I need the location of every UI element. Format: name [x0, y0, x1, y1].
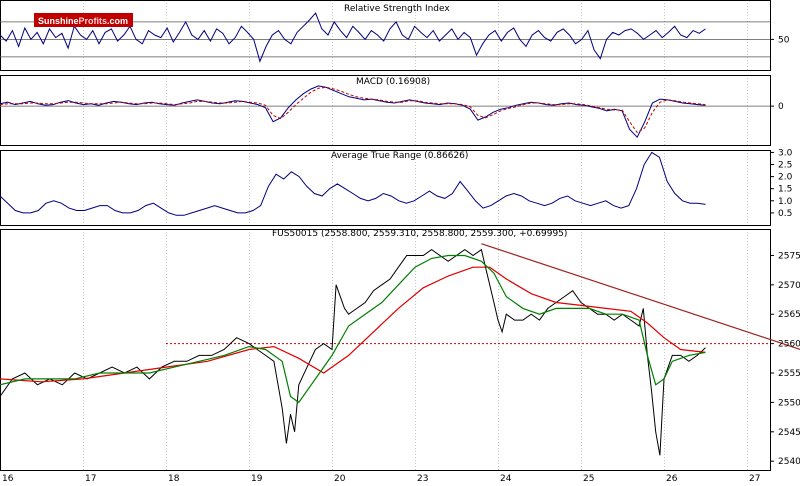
rsi-title: Relative Strength Index	[344, 4, 450, 14]
macd-title: MACD (0.16908)	[356, 77, 430, 87]
y-tick-label: 2555	[778, 369, 800, 379]
panel-frame-3	[0, 229, 771, 471]
logo-part-sunshine: Sunshine	[38, 16, 79, 26]
rsi-line	[0, 12, 706, 63]
y-tick-label: 2540	[778, 457, 800, 467]
price-title: FUS50015 (2558.800, 2559.310, 2558.800, …	[272, 229, 567, 239]
date-label: 16	[2, 474, 14, 484]
y-tick-label: 3.0	[778, 148, 793, 158]
date-label: 18	[168, 474, 180, 484]
y-tick-label: 2575	[778, 251, 800, 261]
y-tick-label: 2550	[778, 398, 800, 408]
macd-signal-line	[0, 86, 706, 134]
logo-part-profits: Profits	[79, 16, 108, 26]
logo-background	[34, 13, 133, 27]
y-tick-label: 50	[778, 35, 790, 45]
date-label: 20	[334, 474, 346, 484]
y-tick-label: 2565	[778, 310, 800, 320]
y-tick-label: 2.0	[778, 173, 793, 183]
logo-part-com: .com	[107, 16, 128, 26]
x-axis: 16 17 18 19 20 23 24 25 26 27	[2, 474, 760, 484]
y-tick-label: 1.0	[778, 197, 793, 207]
date-label: 26	[666, 474, 678, 484]
y-tick-label: 2545	[778, 428, 800, 438]
svg-text:SunshineProfits.com: SunshineProfits.com	[38, 16, 128, 26]
y-tick-label: 2570	[778, 281, 800, 291]
date-label: 23	[417, 474, 428, 484]
declining-trendline	[481, 243, 800, 351]
chart-panels	[0, 0, 800, 471]
fast-moving-average	[0, 254, 706, 404]
atr-title: Average True Range (0.86626)	[331, 151, 468, 161]
panel-frame-1	[0, 75, 771, 146]
y-tick-label: 0.5	[778, 209, 792, 219]
price-line	[0, 248, 706, 456]
date-label: 24	[500, 474, 512, 484]
date-label: 25	[583, 474, 594, 484]
date-label: 19	[251, 474, 263, 484]
y-tick-label: 0	[778, 102, 784, 112]
y-axes: 50 0 0.5 1.0 1.5 2.0 2.5 3.0 2540 2545 2550 2555 256…	[770, 35, 800, 467]
macd-line	[0, 85, 706, 139]
date-label: 27	[749, 474, 760, 484]
y-tick-label: 1.5	[778, 185, 792, 195]
atr-line	[0, 151, 706, 216]
slow-moving-average	[0, 266, 706, 383]
panel-titles: Relative Strength Index MACD (0.16908) A…	[272, 4, 567, 239]
date-label: 17	[85, 474, 96, 484]
logo: SunshineProfits.com	[34, 13, 133, 27]
panel-frame-2	[0, 150, 771, 226]
y-tick-label: 2560	[778, 340, 800, 350]
y-tick-label: 2.5	[778, 161, 792, 171]
